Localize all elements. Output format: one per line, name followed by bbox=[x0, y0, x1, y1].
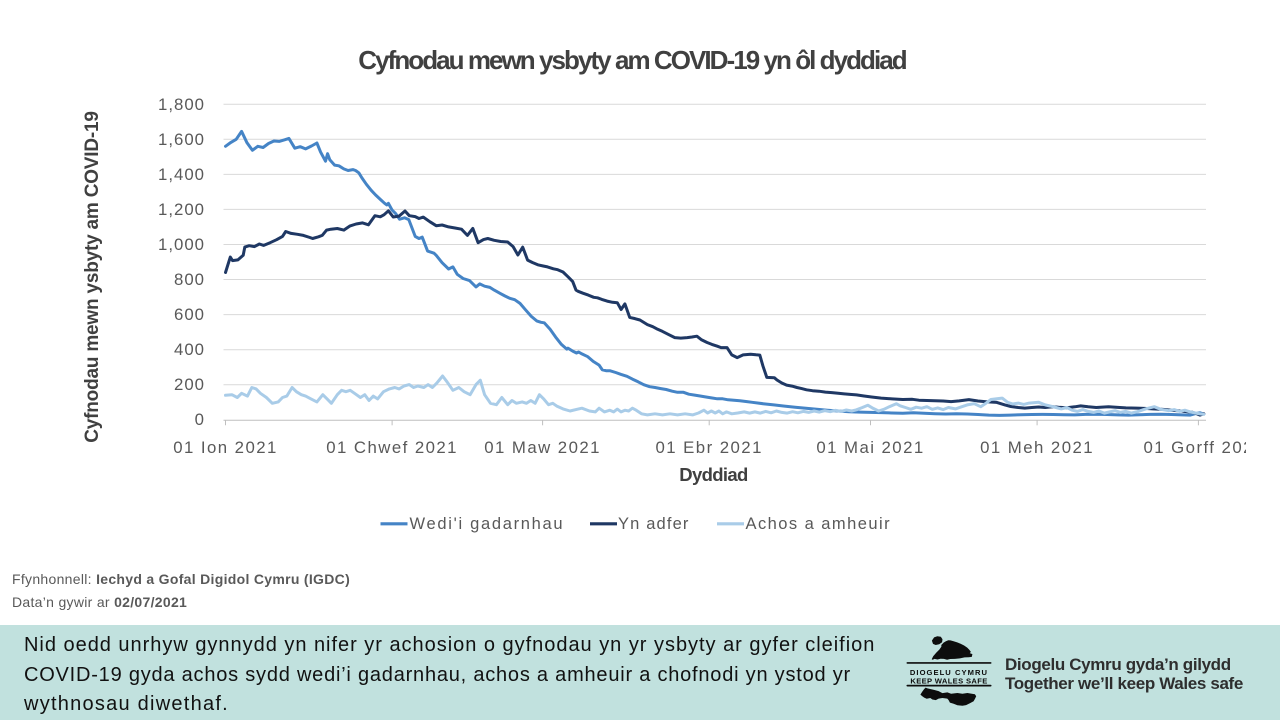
svg-text:DIOGELU CYMRU: DIOGELU CYMRU bbox=[910, 668, 988, 677]
svg-text:KEEP WALES SAFE: KEEP WALES SAFE bbox=[910, 676, 987, 685]
